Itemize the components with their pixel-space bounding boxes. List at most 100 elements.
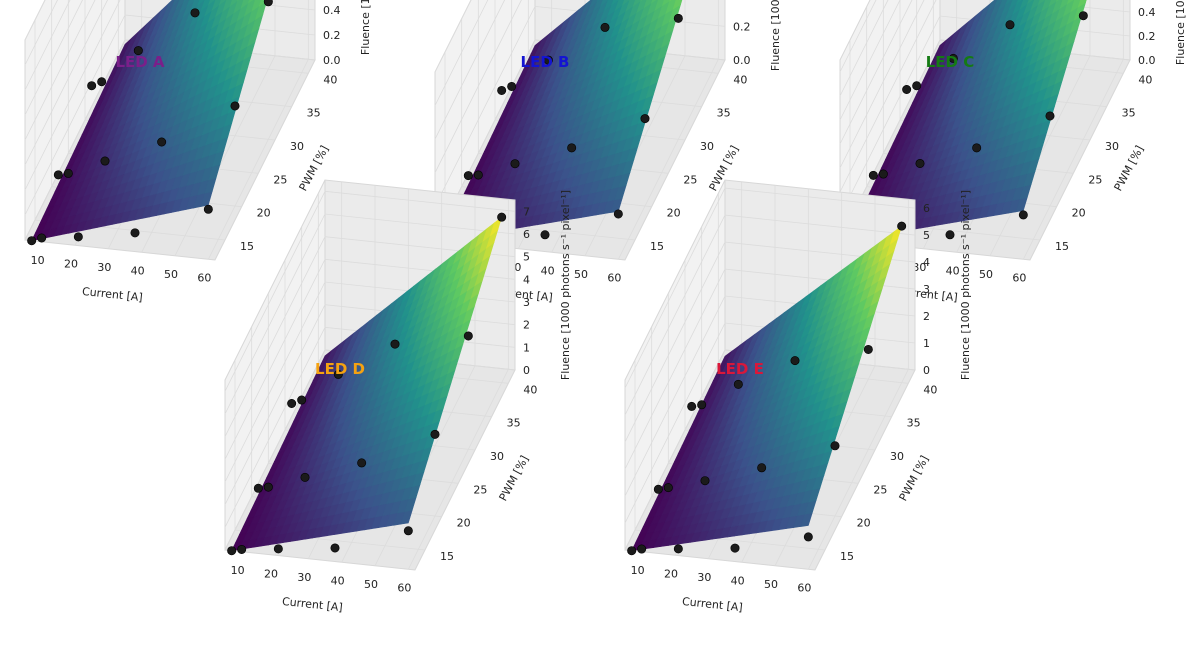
data-point bbox=[464, 171, 472, 179]
panel-title: LED E bbox=[716, 360, 764, 378]
data-point bbox=[601, 23, 609, 31]
data-point bbox=[972, 144, 980, 152]
x-tick-label: 30 bbox=[697, 571, 711, 584]
data-point bbox=[157, 138, 165, 146]
z-tick-label: 2 bbox=[523, 319, 530, 332]
data-point bbox=[264, 483, 272, 491]
data-point bbox=[1006, 21, 1014, 29]
panel-title: LED B bbox=[521, 53, 570, 71]
x-tick-label: 20 bbox=[64, 257, 78, 270]
data-point bbox=[791, 356, 799, 364]
z-axis-label: Fluence [1000 photons s⁻¹ pixel⁻¹] bbox=[959, 190, 972, 380]
z-tick-label: 0.2 bbox=[733, 20, 751, 33]
z-tick-label: 6 bbox=[523, 228, 530, 241]
z-tick-label: 0.0 bbox=[733, 54, 751, 67]
data-point bbox=[101, 157, 109, 165]
z-tick-label: 4 bbox=[523, 273, 530, 286]
y-tick-label: 40 bbox=[523, 383, 537, 396]
y-tick-label: 30 bbox=[290, 140, 304, 153]
data-point bbox=[297, 396, 305, 404]
z-tick-label: 5 bbox=[523, 251, 530, 264]
z-tick-label: 1 bbox=[523, 341, 530, 354]
data-point bbox=[27, 237, 35, 245]
data-point bbox=[731, 544, 739, 552]
x-tick-label: 30 bbox=[97, 261, 111, 274]
z-tick-label: 0 bbox=[923, 364, 930, 377]
data-point bbox=[734, 380, 742, 388]
data-point bbox=[87, 82, 95, 90]
y-tick-label: 20 bbox=[1072, 207, 1086, 220]
x-tick-label: 50 bbox=[574, 268, 588, 281]
data-point bbox=[274, 545, 282, 553]
data-point bbox=[627, 547, 635, 555]
data-point bbox=[54, 171, 62, 179]
x-tick-label: 10 bbox=[631, 564, 645, 577]
x-tick-label: 60 bbox=[197, 271, 211, 284]
y-tick-label: 25 bbox=[1088, 173, 1102, 186]
data-point bbox=[614, 210, 622, 218]
y-tick-label: 35 bbox=[717, 107, 731, 120]
data-point bbox=[497, 213, 505, 221]
y-tick-label: 35 bbox=[1122, 107, 1136, 120]
x-tick-label: 40 bbox=[946, 264, 960, 277]
data-point bbox=[237, 545, 245, 553]
data-point bbox=[804, 533, 812, 541]
x-tick-label: 50 bbox=[979, 268, 993, 281]
data-point bbox=[879, 170, 887, 178]
x-tick-label: 60 bbox=[607, 271, 621, 284]
y-tick-label: 15 bbox=[240, 240, 254, 253]
z-tick-label: 4 bbox=[923, 256, 930, 269]
y-tick-label: 30 bbox=[700, 140, 714, 153]
data-point bbox=[654, 485, 662, 493]
data-point bbox=[697, 401, 705, 409]
x-tick-label: 60 bbox=[1012, 271, 1026, 284]
y-tick-label: 35 bbox=[907, 417, 921, 430]
data-point bbox=[231, 102, 239, 110]
data-point bbox=[97, 78, 105, 86]
z-tick-label: 0.2 bbox=[1138, 30, 1156, 43]
data-point bbox=[204, 205, 212, 213]
y-tick-label: 25 bbox=[473, 483, 487, 496]
x-tick-label: 50 bbox=[764, 578, 778, 591]
data-point bbox=[757, 464, 765, 472]
data-point bbox=[916, 159, 924, 167]
y-tick-label: 35 bbox=[507, 417, 521, 430]
data-point bbox=[331, 544, 339, 552]
data-point bbox=[404, 527, 412, 535]
data-point bbox=[497, 86, 505, 94]
y-tick-label: 15 bbox=[840, 550, 854, 563]
x-tick-label: 50 bbox=[164, 268, 178, 281]
data-point bbox=[674, 14, 682, 22]
data-point bbox=[831, 442, 839, 450]
data-point bbox=[131, 229, 139, 237]
data-point bbox=[37, 234, 45, 242]
data-point bbox=[431, 430, 439, 438]
data-point bbox=[357, 459, 365, 467]
data-point bbox=[864, 345, 872, 353]
y-tick-label: 15 bbox=[1055, 240, 1069, 253]
y-tick-label: 30 bbox=[490, 450, 504, 463]
z-tick-label: 0.4 bbox=[1138, 6, 1156, 19]
y-tick-label: 25 bbox=[273, 173, 287, 186]
data-point bbox=[507, 82, 515, 90]
y-tick-label: 25 bbox=[683, 173, 697, 186]
z-tick-label: 5 bbox=[923, 229, 930, 242]
z-tick-label: 0.0 bbox=[1138, 54, 1156, 67]
data-point bbox=[641, 114, 649, 122]
y-tick-label: 20 bbox=[257, 207, 271, 220]
data-point bbox=[464, 332, 472, 340]
x-tick-label: 20 bbox=[664, 567, 678, 580]
data-point bbox=[191, 9, 199, 17]
data-point bbox=[64, 169, 72, 177]
z-tick-label: 1 bbox=[923, 337, 930, 350]
data-point bbox=[869, 171, 877, 179]
x-tick-label: 20 bbox=[264, 567, 278, 580]
x-axis-label: Current [A] bbox=[281, 595, 343, 614]
data-point bbox=[541, 231, 549, 239]
y-tick-label: 20 bbox=[457, 517, 471, 530]
z-tick-label: 7 bbox=[523, 205, 530, 218]
